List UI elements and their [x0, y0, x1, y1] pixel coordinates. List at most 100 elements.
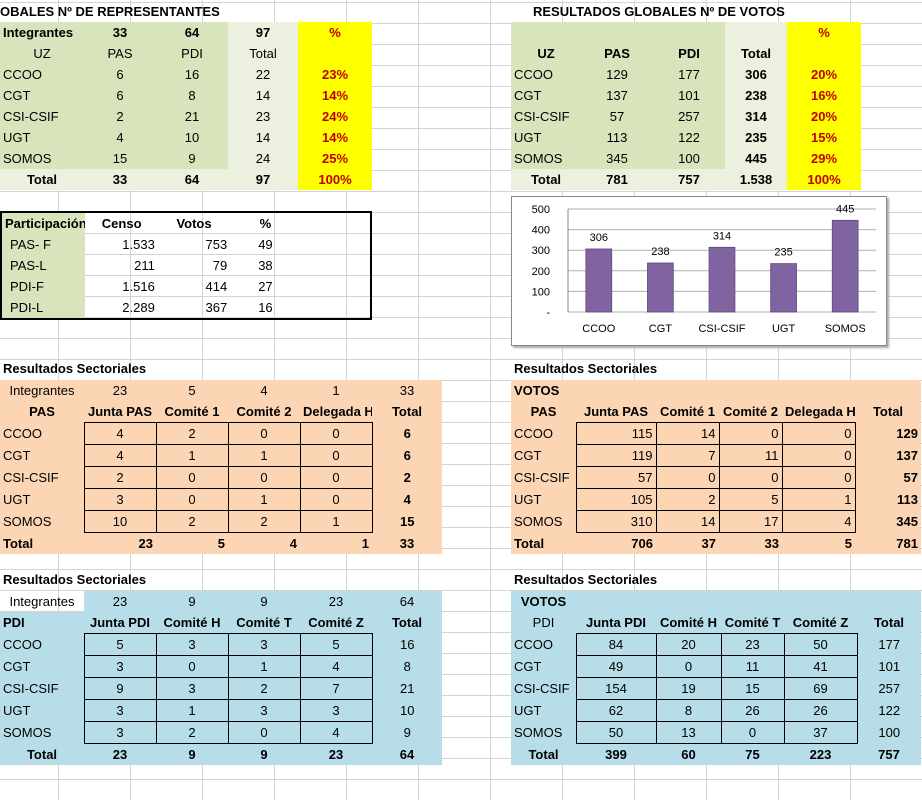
- total-cell: 23: [300, 743, 372, 765]
- spacer-cell: [855, 380, 921, 401]
- cell-total: 8: [372, 655, 442, 678]
- table-row: SOMOS 50 13 0 37 100: [511, 721, 921, 744]
- cell: 37: [783, 721, 858, 744]
- cell-total: 16: [372, 633, 442, 656]
- participation-header-row: Participación Censo Votos %: [1, 212, 371, 234]
- cell-total: 100: [857, 721, 921, 744]
- cell-pct: 38: [258, 258, 273, 273]
- cell-pas: 113: [581, 127, 653, 148]
- votes-header-row: UZ PAS PDI Total: [511, 43, 861, 64]
- integrantes-value: 23: [300, 591, 372, 612]
- union-name: CSI-CSIF: [511, 106, 581, 127]
- cell-total: 306: [725, 64, 787, 85]
- integrantes-value: 4: [228, 380, 300, 401]
- rep-pct-header: %: [298, 22, 372, 43]
- union-name: SOMOS: [511, 148, 581, 169]
- cell-total: 235: [725, 127, 787, 148]
- pdi-rep-table: Integrantes 23 9 9 23 64 PDI Junta PDI C…: [0, 591, 442, 765]
- union-name: UGT: [511, 127, 581, 148]
- col-header: Comité 1: [156, 401, 228, 423]
- rep-table: Integrantes 33 64 97 % UZ PAS PDI Total …: [0, 22, 372, 190]
- total-pct: 100%: [787, 169, 861, 190]
- table-row: SOMOS 3 2 0 4 9: [0, 721, 442, 744]
- x-tick-label: UGT: [772, 323, 796, 335]
- cell-pas: 4: [84, 127, 156, 148]
- col-total: Total: [372, 401, 442, 423]
- table-row: UGT 113 122 235 15%: [511, 127, 861, 148]
- pas-rep-title: Resultados Sectoriales: [3, 361, 147, 376]
- cell: 84: [575, 633, 657, 656]
- table-row: CSI-CSIF 57 0 0 0 57: [511, 466, 921, 489]
- sector-name: PDI-L: [1, 297, 86, 319]
- pas-rep-table: Integrantes 23 5 4 1 33 PAS Junta PAS Co…: [0, 380, 442, 554]
- table-row: PAS- F 1.533 753 49: [1, 234, 371, 255]
- cell: 1: [781, 488, 856, 511]
- cell: 1: [299, 510, 373, 533]
- cell-pct: 20%: [787, 64, 861, 85]
- bar: [708, 246, 736, 313]
- total-cell: 9: [228, 743, 300, 765]
- cell-votos: 367: [205, 300, 228, 315]
- table-row: CCOO 4 2 0 0 6: [0, 422, 442, 445]
- table-row: UGT 3 0 1 0 4: [0, 488, 442, 511]
- participation-label: Participación: [1, 212, 86, 234]
- cell: 0: [227, 466, 301, 489]
- union-name: CGT: [0, 444, 84, 467]
- cell-pas: 6: [84, 85, 156, 106]
- union-name: CGT: [0, 655, 84, 678]
- votes-chart[interactable]: 500 400 300 200 100 - 306 CCOO 238 CGT 314 CSI-CSIF…: [511, 196, 887, 346]
- cell-pct: 29%: [787, 148, 861, 169]
- pdi-votes-table: VOTOS PDI Junta PDI Comité H Comité T Co…: [511, 591, 921, 765]
- col-header: Comité T: [228, 612, 300, 634]
- pas-votes-title: Resultados Sectoriales: [514, 361, 658, 376]
- cell-pdi: 257: [653, 106, 725, 127]
- table-row: SOMOS 310 14 17 4 345: [511, 510, 921, 533]
- col-sector: PDI: [511, 612, 576, 634]
- rep-integrantes-pas: 33: [84, 22, 156, 43]
- cell-votos: 753: [205, 237, 228, 252]
- cell: 69: [783, 677, 858, 700]
- header-row: PAS Junta PAS Comité 1 Comité 2 Delegada…: [511, 401, 921, 423]
- total-pdi: 64: [156, 169, 228, 190]
- spacer-cell: [511, 22, 581, 43]
- cell: 0: [155, 488, 229, 511]
- union-name: UGT: [511, 699, 576, 722]
- cell-total: 122: [857, 699, 921, 722]
- table-row: CSI-CSIF 2 21 23 24%: [0, 106, 372, 127]
- col-header: Comité 2: [719, 401, 782, 423]
- cell-pdi: 9: [156, 148, 228, 169]
- cell-total: 177: [857, 633, 921, 656]
- cell-total: 129: [855, 422, 921, 445]
- cell: 3: [155, 633, 229, 656]
- header-row: PDI Junta PDI Comité H Comité T Comité Z…: [511, 612, 921, 634]
- y-tick-label: -: [546, 307, 550, 319]
- total-cell: 223: [784, 743, 857, 765]
- col-header: Comité 2: [228, 401, 300, 423]
- col-header: Delegada Hca: [782, 401, 855, 423]
- spacer-cell: [656, 591, 721, 612]
- rep-title: OBALES Nº DE REPRESENTANTES: [0, 4, 220, 19]
- cell-total: 137: [855, 444, 921, 467]
- total-pas: 781: [581, 169, 653, 190]
- col-header: Comité 1: [656, 401, 719, 423]
- cell: 11: [718, 444, 783, 467]
- col-censo: Censo: [101, 216, 142, 231]
- table-row: CGT 119 7 11 0 137: [511, 444, 921, 467]
- cell-total: 24: [228, 148, 298, 169]
- col-total: Total: [855, 401, 921, 423]
- integrantes-row: Integrantes 23 5 4 1 33: [0, 380, 442, 401]
- rep-integrantes-pdi: 64: [156, 22, 228, 43]
- total-total: 781: [855, 532, 921, 554]
- integrantes-value: 23: [84, 380, 156, 401]
- union-name: CCOO: [0, 422, 84, 445]
- cell: 3: [155, 677, 229, 700]
- table-row: CGT 137 101 238 16%: [511, 85, 861, 106]
- votes-bar-chart: 500 400 300 200 100 - 306 CCOO 238 CGT 314 CSI-CSIF…: [532, 203, 876, 335]
- col-sector: PAS: [511, 401, 576, 423]
- cell: 8: [655, 699, 722, 722]
- x-tick-label: CSI-CSIF: [698, 323, 745, 335]
- bar: [647, 262, 674, 313]
- y-tick-label: 500: [532, 204, 550, 216]
- cell: 310: [575, 510, 657, 533]
- cell-pct: 16%: [787, 85, 861, 106]
